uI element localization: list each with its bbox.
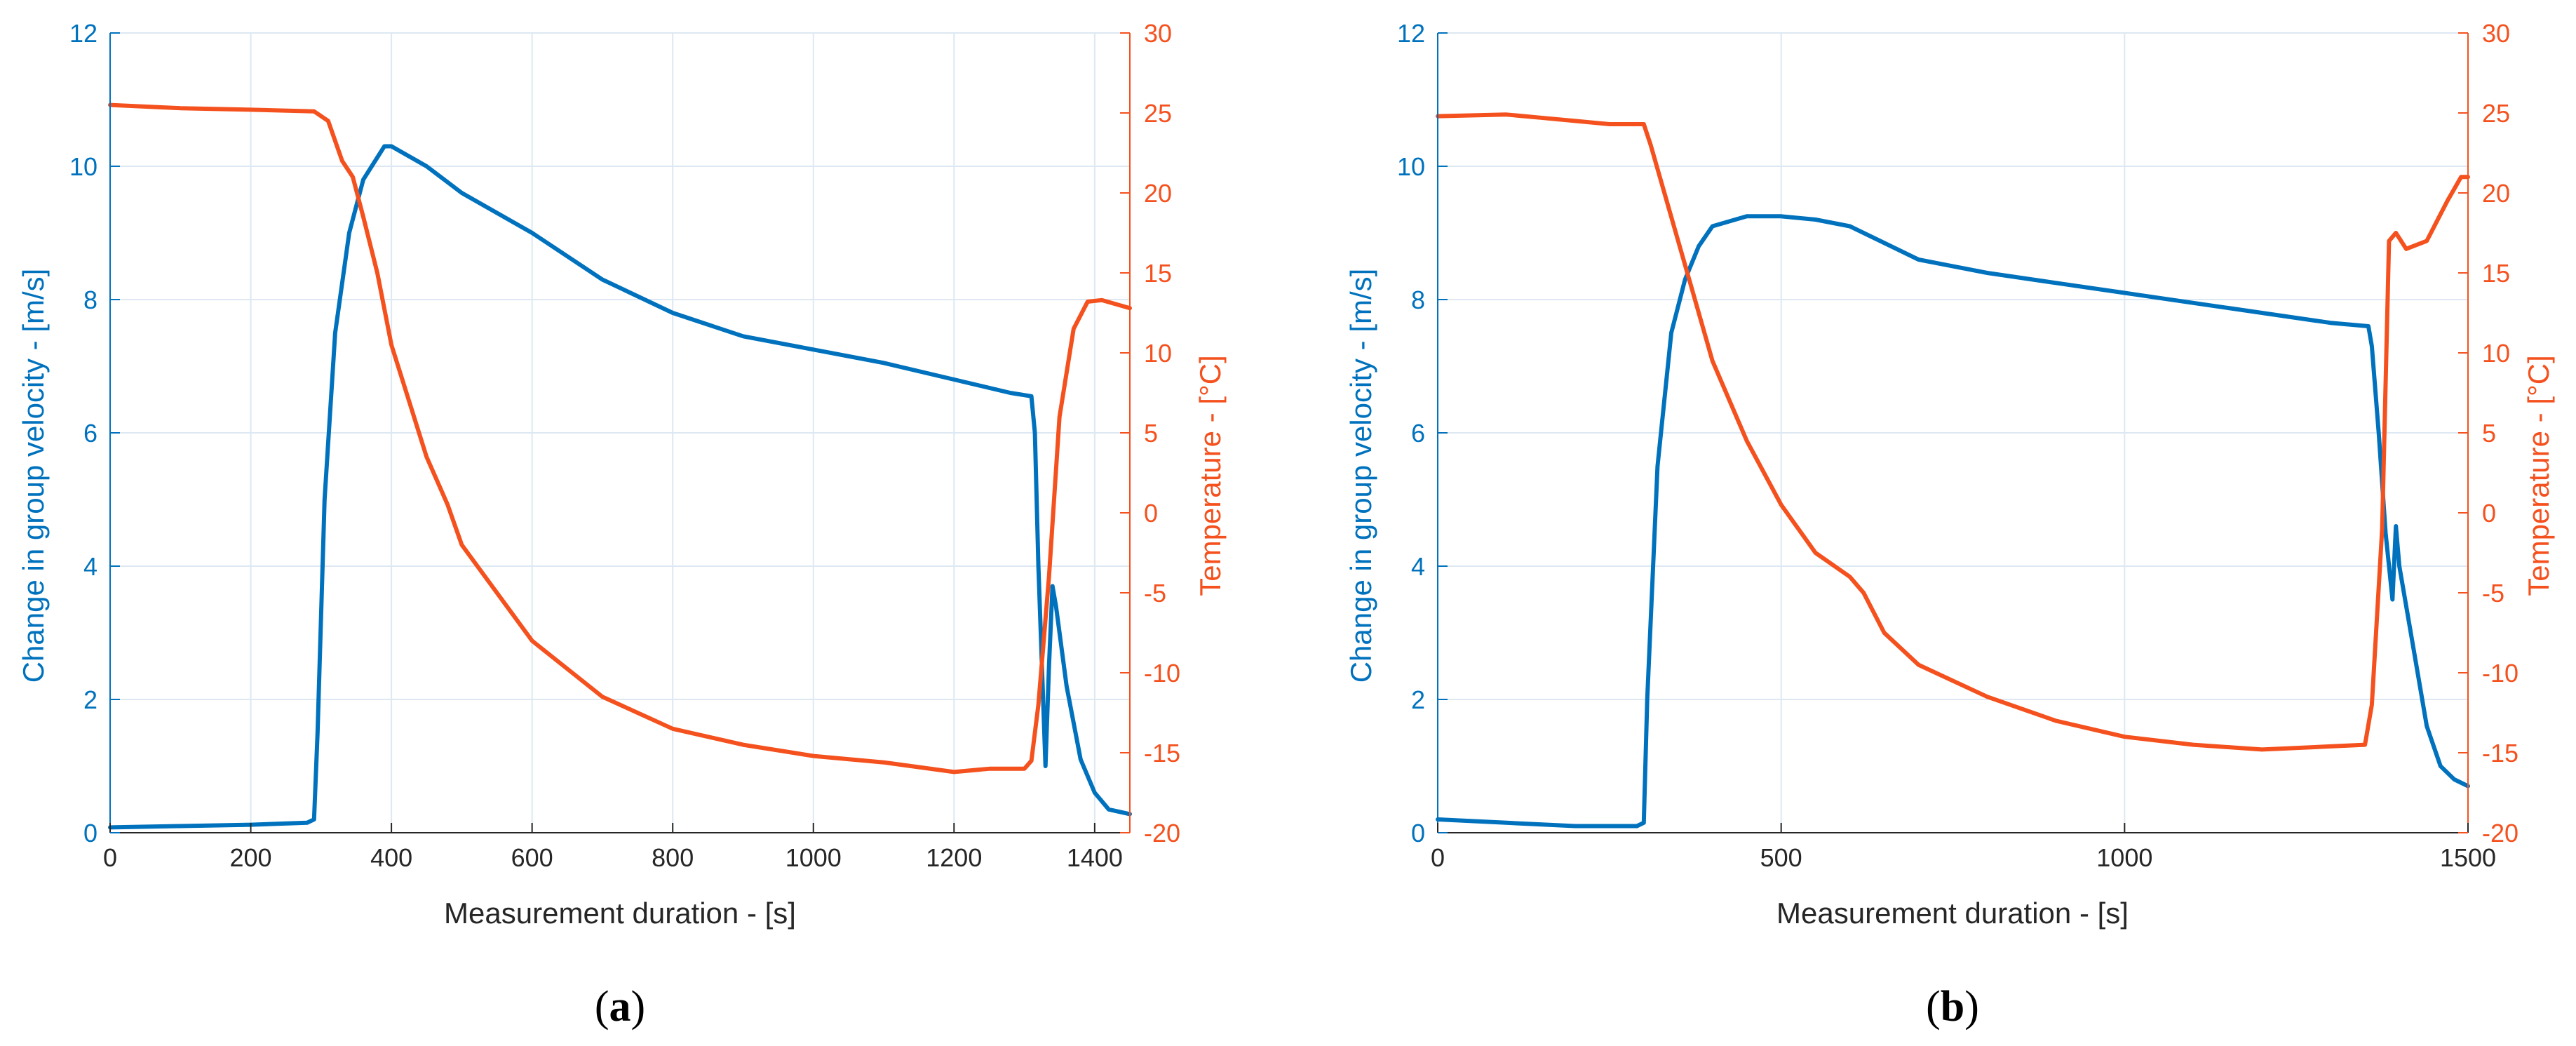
y-tick-label-left: 0 [83,819,97,847]
tick-labels: 0 500 1000 1500 0 2 4 6 8 10 12 -20 -15 -10 -5 0 5 10 15 20… [1397,19,2518,872]
y-tick-label-left: 12 [1397,19,1425,48]
y-axis-label-left: Change in group velocity - [m/s] [1344,269,1377,683]
x-tick-label: 0 [1431,843,1445,872]
y-tick-label-right: 0 [1144,499,1158,528]
temperature-series-line [1436,112,2470,752]
y-tick-label-right: -10 [1144,659,1180,688]
x-tick-label: 600 [511,843,553,872]
grid-lines [1437,32,2469,833]
panel-label-a: (a) [595,983,645,1031]
x-tick-label: 1200 [926,843,982,872]
y-tick-label-right: 30 [2482,19,2510,48]
y-tick-label-left: 6 [83,419,97,448]
y-tick-label-right: 15 [1144,259,1172,288]
y-tick-label-right: 20 [2482,179,2510,208]
y-tick-label-right: -20 [2482,819,2518,847]
y-tick-label-right: 25 [1144,99,1172,128]
y-axis-label-right: Temperature - [°C] [2522,355,2555,596]
y-tick-label-right: 10 [1144,339,1172,368]
y-tick-label-right: 10 [2482,339,2510,368]
panel-label-b: (b) [1926,983,1979,1031]
y-tick-label-left: 4 [1411,552,1425,581]
y-axis-label-left: Change in group velocity - [m/s] [17,269,50,683]
x-tick-label: 1400 [1067,843,1123,872]
x-tick-label: 400 [370,843,412,872]
y-tick-label-left: 12 [69,19,97,48]
y-tick-label-right: 30 [1144,19,1172,48]
y-tick-label-right: 15 [2482,259,2510,288]
x-tick-label: 1500 [2440,843,2496,872]
panel-b-chart: 0 500 1000 1500 0 2 4 6 8 10 12 -20 -15 -10 -5 0 5 10 15 20… [1344,19,2555,1031]
grid-lines [109,32,1130,833]
series-lines [108,102,1132,830]
tick-labels: 0 200 400 600 800 1000 1200 1400024681012-20-15… [69,19,1180,872]
y-tick-label-right: 5 [1144,419,1158,448]
y-tick-label-right: 20 [1144,179,1172,208]
x-tick-label: 1000 [2096,843,2152,872]
y-tick-label-right: 5 [2482,419,2496,448]
y-tick-label-right: 25 [2482,99,2510,128]
x-tick-label: 800 [652,843,694,872]
x-axis-label: Measurement duration - [s] [1776,897,2129,930]
x-axis-label: Measurement duration - [s] [444,897,796,930]
y-tick-label-right: -5 [2482,579,2504,608]
x-tick-label: 200 [230,843,272,872]
y-tick-label-left: 8 [1411,286,1425,314]
x-tick-label: 1000 [785,843,842,872]
y-tick-label-left: 0 [1411,819,1425,847]
velocity-series-line [108,144,1132,830]
x-tick-label: 500 [1760,843,1802,872]
y-tick-label-right: -5 [1144,579,1166,608]
y-tick-label-left: 2 [1411,685,1425,714]
series-lines [1436,112,2470,829]
velocity-series-line [1436,214,2470,829]
temperature-series-line [108,102,1132,775]
y-tick-label-left: 10 [1397,152,1425,181]
y-tick-label-left: 2 [83,685,97,714]
y-tick-label-right: -20 [1144,819,1180,847]
x-tick-label: 0 [103,843,117,872]
y-tick-label-left: 8 [83,286,97,314]
y-tick-label-right: -15 [2482,739,2518,767]
y-tick-label-left: 6 [1411,419,1425,448]
y-tick-label-right: 0 [2482,499,2496,528]
y-axis-label-right: Temperature - [°C] [1194,355,1227,596]
y-tick-label-left: 10 [69,152,97,181]
y-tick-label-right: -15 [1144,739,1180,767]
panel-a-chart: 0 200 400 600 800 1000 1200 1400024681012-20-15… [17,19,1227,1031]
y-tick-label-right: -10 [2482,659,2518,688]
y-tick-label-left: 4 [83,552,97,581]
